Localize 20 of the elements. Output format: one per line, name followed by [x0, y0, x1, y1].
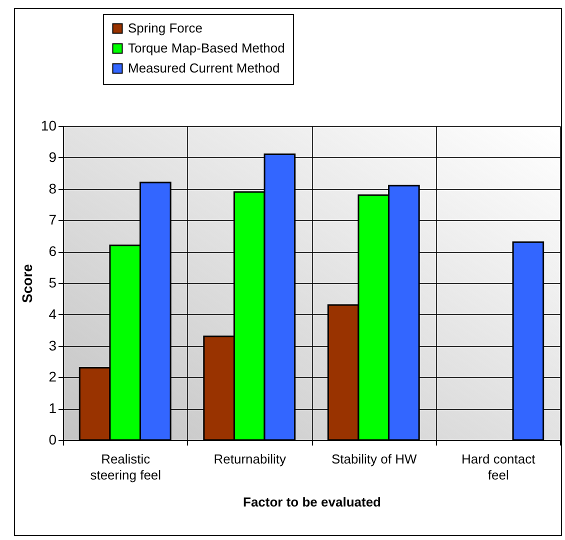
x-axis-title: Factor to be evaluated [243, 494, 382, 510]
x-tick-label: Realistic steering feel [90, 452, 162, 482]
x-tick-label: Returnability [214, 452, 286, 466]
legend-label: Measured Current Method [128, 60, 280, 76]
y-tick-label: 0 [48, 432, 57, 448]
y-tick-label: 9 [48, 148, 57, 165]
y-axis-title: Score [18, 264, 35, 303]
y-tick-label: 3 [48, 337, 57, 354]
legend-label: Spring Force [128, 20, 202, 36]
y-tick-label: 1 [48, 400, 57, 416]
y-tick-label: 2 [48, 368, 57, 385]
y-tick-label: 6 [48, 243, 57, 260]
x-tick-label: Hard contact feel [462, 452, 536, 482]
x-tick-label: Stability of HW [332, 452, 418, 466]
y-tick-label: 7 [48, 212, 57, 228]
y-tick-label: 5 [48, 274, 57, 290]
y-tick-label: 10 [40, 118, 57, 134]
y-tick-label: 4 [48, 306, 57, 322]
legend-label: Torque Map-Based Method [128, 40, 285, 56]
y-tick-label: 8 [48, 180, 57, 196]
